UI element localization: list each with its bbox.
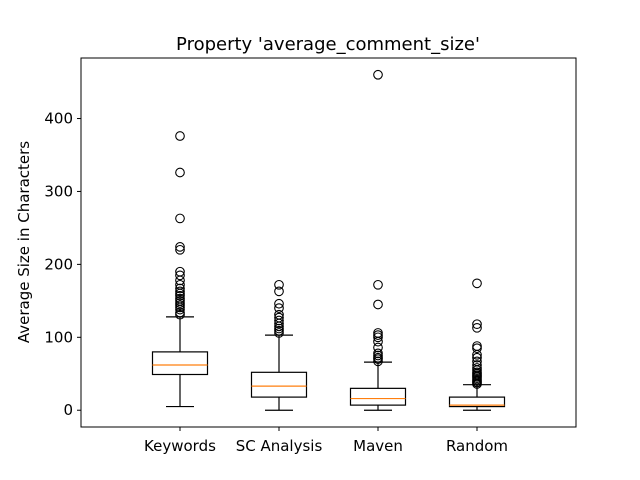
chart-title: Property 'average_comment_size' (176, 34, 480, 55)
outlier-point (373, 348, 383, 359)
outlier-point (175, 286, 185, 297)
outlier-point (472, 360, 482, 370)
y-tick-label: 400 (44, 110, 73, 128)
outlier-point (472, 363, 482, 373)
outlier-point (274, 309, 284, 320)
y-axis-label: Average Size in Characters (15, 141, 33, 343)
outlier-point (472, 341, 482, 351)
outlier-point (175, 244, 185, 255)
outlier-point (274, 298, 284, 309)
boxes (151, 69, 506, 411)
outlier-point (175, 167, 185, 178)
outlier-point (472, 319, 482, 330)
outlier-point (175, 270, 185, 281)
plot-frame (80, 57, 577, 428)
outlier-point (373, 69, 383, 80)
box-iqr (349, 387, 407, 406)
outlier-point (373, 330, 383, 340)
outlier-point (175, 283, 185, 294)
outlier-point (175, 266, 185, 277)
outlier-point (373, 328, 383, 338)
y-axis: 0 100 200 300 400 (44, 110, 81, 419)
outlier-point (373, 299, 383, 310)
box-group (151, 131, 209, 408)
outlier-point (175, 307, 185, 318)
outlier-point (175, 279, 185, 290)
x-tick-label: Maven (353, 437, 403, 455)
outlier-point (373, 279, 383, 290)
outlier-point (274, 286, 284, 297)
outlier-point (175, 293, 185, 304)
outlier-point (373, 342, 383, 353)
outlier-point (472, 278, 482, 289)
box-group (349, 69, 407, 411)
y-tick-label: 0 (63, 401, 73, 419)
outlier-point (274, 279, 284, 290)
box-iqr (250, 371, 308, 398)
outlier-point (472, 352, 482, 363)
x-tick-label: Random (446, 437, 508, 455)
outlier-point (472, 343, 482, 354)
x-tick-label: SC Analysis (236, 437, 323, 455)
y-tick-label: 100 (44, 328, 73, 346)
box-iqr (151, 351, 209, 376)
outlier-point (274, 315, 284, 326)
box-group (250, 279, 308, 411)
x-axis: Keywords SC Analysis Maven Random (144, 427, 508, 455)
y-tick-label: 200 (44, 255, 73, 273)
outlier-point (175, 131, 185, 141)
outlier-point (175, 213, 185, 224)
y-tick-label: 300 (44, 182, 73, 200)
outlier-point (274, 312, 284, 323)
box-group (448, 278, 506, 411)
x-tick-label: Keywords (144, 437, 216, 455)
outlier-point (472, 322, 482, 333)
outlier-point (472, 356, 482, 367)
box-iqr (448, 396, 506, 408)
outlier-point (274, 303, 284, 313)
outlier-point (175, 242, 185, 252)
